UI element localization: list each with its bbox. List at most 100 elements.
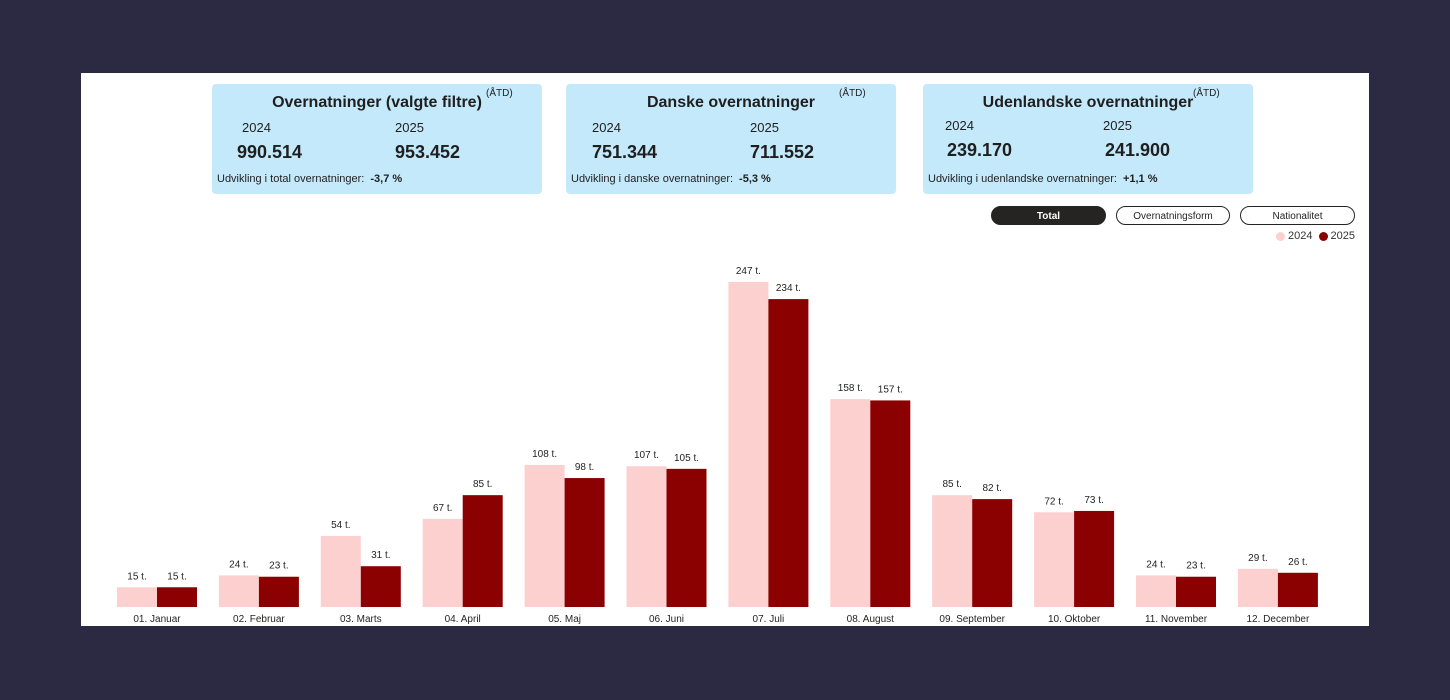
chart-legend: 2024 2025 xyxy=(1276,230,1355,242)
x-tick-label: 02. Februar xyxy=(233,614,285,625)
data-label-2024-8: 158 t. xyxy=(838,383,863,394)
data-label-2025-12: 26 t. xyxy=(1288,557,1307,568)
x-tick-label: 10. Oktober xyxy=(1048,614,1101,625)
legend-dot-2025 xyxy=(1318,231,1328,241)
bar-2024-2 xyxy=(218,575,259,607)
data-label-2025-9: 82 t. xyxy=(982,483,1001,494)
data-label-2025-2: 23 t. xyxy=(269,561,288,572)
kpi-value-2024: 239.170 xyxy=(947,140,1013,160)
x-tick-label: 11. November xyxy=(1145,614,1208,625)
data-label-2025-5: 98 t. xyxy=(575,462,594,473)
bar-2025-12 xyxy=(1277,572,1318,607)
kpi-atd: (ÅTD) xyxy=(1193,88,1220,99)
data-label-2024-11: 24 t. xyxy=(1146,559,1165,570)
data-label-2024-5: 108 t. xyxy=(532,449,557,460)
bar-2025-10 xyxy=(1074,510,1115,607)
bar-2025-9 xyxy=(972,499,1013,607)
kpi-development: Udvikling i total overnatninger: -3,7 % xyxy=(217,173,402,185)
kpi-year-2025: 2025 xyxy=(1103,118,1132,133)
kpi-dev-value: +1,1 % xyxy=(1122,173,1158,185)
bar-2024-6 xyxy=(626,466,667,607)
bar-2024-5 xyxy=(524,464,565,607)
legend-label-2025: 2025 xyxy=(1330,230,1355,242)
kpi-year-2025: 2025 xyxy=(395,120,424,135)
data-label-2024-3: 54 t. xyxy=(331,520,350,531)
kpi-atd: (ÅTD) xyxy=(486,88,513,99)
data-label-2024-2: 24 t. xyxy=(229,559,248,570)
bar-2024-8 xyxy=(830,399,871,607)
bar-2025-5 xyxy=(564,478,605,607)
bar-2025-1 xyxy=(157,587,197,607)
kpi-year-2025: 2025 xyxy=(750,120,779,135)
x-tick-label: 07. Juli xyxy=(753,614,785,625)
bar-2025-2 xyxy=(258,576,299,607)
bar-2025-6 xyxy=(666,468,707,607)
kpi-value-2025: 241.900 xyxy=(1105,140,1171,160)
data-label-2025-11: 23 t. xyxy=(1186,561,1205,572)
legend-dot-2024 xyxy=(1276,231,1286,241)
kpi-year-2024: 2024 xyxy=(242,120,271,135)
kpi-value-2025: 711.552 xyxy=(750,142,815,162)
kpi-dev-label: Udvikling i danske overnatninger: xyxy=(571,173,734,185)
kpi-year-2024: 2024 xyxy=(945,118,974,133)
data-label-2025-8: 157 t. xyxy=(878,384,903,395)
bar-2024-9 xyxy=(932,495,973,607)
data-label-2025-4: 85 t. xyxy=(473,479,492,490)
data-label-2024-1: 15 t. xyxy=(127,571,146,582)
x-tick-label: 05. Maj xyxy=(548,614,581,625)
bar-2025-11 xyxy=(1176,576,1216,607)
overnatningsform-button[interactable]: Overnatningsform xyxy=(1116,206,1230,225)
bar-2025-8 xyxy=(870,400,911,607)
x-tick-label: 08. August xyxy=(847,614,894,625)
bar-2025-3 xyxy=(360,566,401,607)
x-tick-label: 03. Marts xyxy=(340,614,382,625)
kpi-value-2025: 953.452 xyxy=(395,142,461,162)
bar-chart: 15 t. 15 t. 01. Januar 24 t. 23 t. 02. Februa… xyxy=(117,266,1318,625)
kpi-card-foreign: Udenlandske overnatninger (ÅTD) 2024 202… xyxy=(923,84,1253,194)
kpi-title: Overnatninger (valgte filtre) xyxy=(272,94,482,111)
data-label-2024-7: 247 t. xyxy=(736,266,761,277)
kpi-development: Udvikling i udenlandske overnatninger: +1… xyxy=(928,173,1158,185)
kpi-atd: (ÅTD) xyxy=(839,88,866,99)
kpi-card-danish: Danske overnatninger (ÅTD) 2024 2025 751… xyxy=(566,84,896,194)
bar-2024-3 xyxy=(320,535,361,607)
kpi-title: Udenlandske overnatninger xyxy=(982,94,1194,111)
data-label-2024-9: 85 t. xyxy=(942,479,961,490)
kpi-development: Udvikling i danske overnatninger: -5,3 % xyxy=(571,173,771,185)
legend-label-2024: 2024 xyxy=(1288,230,1313,242)
x-tick-label: 06. Juni xyxy=(649,614,684,625)
bar-2025-4 xyxy=(462,495,503,607)
x-tick-label: 12. December xyxy=(1246,614,1309,625)
kpi-dev-value: -3,7 % xyxy=(370,173,403,185)
data-label-2025-7: 234 t. xyxy=(776,283,801,294)
bar-2024-12 xyxy=(1237,568,1278,607)
data-label-2024-10: 72 t. xyxy=(1044,496,1063,507)
total-button[interactable]: Total xyxy=(991,206,1106,225)
bar-2025-7 xyxy=(768,299,809,607)
bar-2024-11 xyxy=(1136,575,1176,607)
x-tick-label: 04. April xyxy=(445,614,481,625)
data-label-2025-6: 105 t. xyxy=(674,453,699,464)
data-label-2025-3: 31 t. xyxy=(371,550,390,561)
bar-2024-7 xyxy=(728,282,769,607)
data-label-2024-12: 29 t. xyxy=(1248,553,1267,564)
kpi-title: Danske overnatninger xyxy=(646,94,816,111)
dashboard-panel: Overnatninger (valgte filtre) (ÅTD) 2024… xyxy=(81,73,1369,626)
data-label-2024-6: 107 t. xyxy=(634,450,659,461)
bar-2024-10 xyxy=(1034,512,1075,607)
kpi-dev-label: Udvikling i udenlandske overnatninger: xyxy=(928,173,1117,185)
data-label-2024-4: 67 t. xyxy=(433,503,452,514)
bar-2024-1 xyxy=(117,587,157,607)
kpi-value-2024: 751.344 xyxy=(592,142,658,162)
data-label-2025-10: 73 t. xyxy=(1084,495,1103,506)
kpi-card-total: Overnatninger (valgte filtre) (ÅTD) 2024… xyxy=(212,84,542,194)
data-label-2025-1: 15 t. xyxy=(167,571,186,582)
x-tick-label: 09. September xyxy=(939,614,1005,625)
kpi-dev-label: Udvikling i total overnatninger: xyxy=(217,173,365,185)
bar-2024-4 xyxy=(422,518,463,607)
kpi-year-2024: 2024 xyxy=(592,120,621,135)
nationalitet-button[interactable]: Nationalitet xyxy=(1240,206,1355,225)
kpi-value-2024: 990.514 xyxy=(237,142,303,162)
x-tick-label: 01. Januar xyxy=(133,614,181,625)
kpi-dev-value: -5,3 % xyxy=(739,173,771,185)
